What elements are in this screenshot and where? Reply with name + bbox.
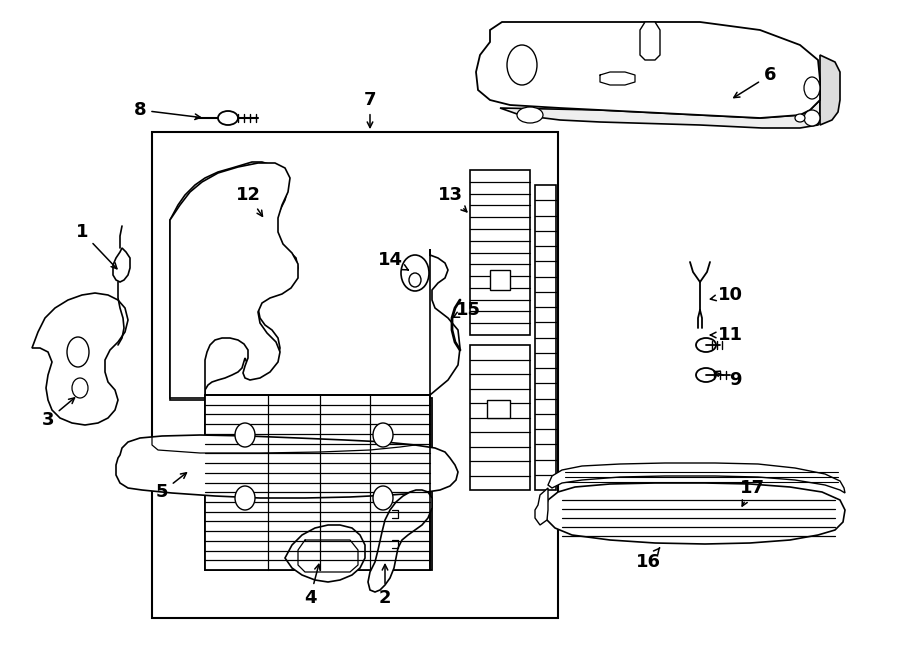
Polygon shape <box>32 293 128 425</box>
Polygon shape <box>820 55 840 125</box>
Ellipse shape <box>696 338 716 352</box>
Text: 17: 17 <box>740 479 764 506</box>
Polygon shape <box>368 490 432 592</box>
Polygon shape <box>490 270 510 290</box>
Text: 3: 3 <box>41 398 75 429</box>
Ellipse shape <box>235 423 255 447</box>
Text: 13: 13 <box>437 186 467 212</box>
Text: 6: 6 <box>734 66 776 97</box>
Text: 16: 16 <box>635 548 661 571</box>
Text: 10: 10 <box>710 286 742 304</box>
Ellipse shape <box>804 110 820 126</box>
Ellipse shape <box>696 368 716 382</box>
Polygon shape <box>285 525 365 582</box>
Polygon shape <box>113 248 130 282</box>
Polygon shape <box>640 22 660 60</box>
Text: 9: 9 <box>715 371 742 389</box>
Text: 7: 7 <box>364 91 376 128</box>
Text: 8: 8 <box>134 101 201 120</box>
Polygon shape <box>535 185 556 490</box>
Polygon shape <box>205 398 432 570</box>
Ellipse shape <box>401 255 429 291</box>
Text: 14: 14 <box>377 251 409 270</box>
Ellipse shape <box>373 486 393 510</box>
Polygon shape <box>470 345 530 490</box>
Ellipse shape <box>235 486 255 510</box>
Text: 12: 12 <box>236 186 263 216</box>
Polygon shape <box>170 162 298 400</box>
Ellipse shape <box>218 111 238 125</box>
Polygon shape <box>205 395 430 570</box>
Ellipse shape <box>67 337 89 367</box>
Text: 1: 1 <box>76 223 117 269</box>
Ellipse shape <box>72 378 88 398</box>
Text: 5: 5 <box>156 473 186 501</box>
Text: 11: 11 <box>710 326 742 344</box>
Text: 2: 2 <box>379 565 392 607</box>
Polygon shape <box>548 463 845 493</box>
Text: 15: 15 <box>453 301 481 319</box>
Ellipse shape <box>373 423 393 447</box>
Polygon shape <box>535 488 548 525</box>
Polygon shape <box>500 100 820 128</box>
Polygon shape <box>170 163 298 398</box>
Ellipse shape <box>795 114 805 122</box>
Ellipse shape <box>507 45 537 85</box>
Polygon shape <box>487 400 510 418</box>
Polygon shape <box>116 435 458 498</box>
Polygon shape <box>476 22 820 118</box>
Polygon shape <box>545 483 845 544</box>
Ellipse shape <box>517 107 543 123</box>
Polygon shape <box>152 132 558 618</box>
Text: 4: 4 <box>304 564 320 607</box>
Ellipse shape <box>409 273 421 287</box>
Polygon shape <box>470 170 530 335</box>
Ellipse shape <box>804 77 820 99</box>
